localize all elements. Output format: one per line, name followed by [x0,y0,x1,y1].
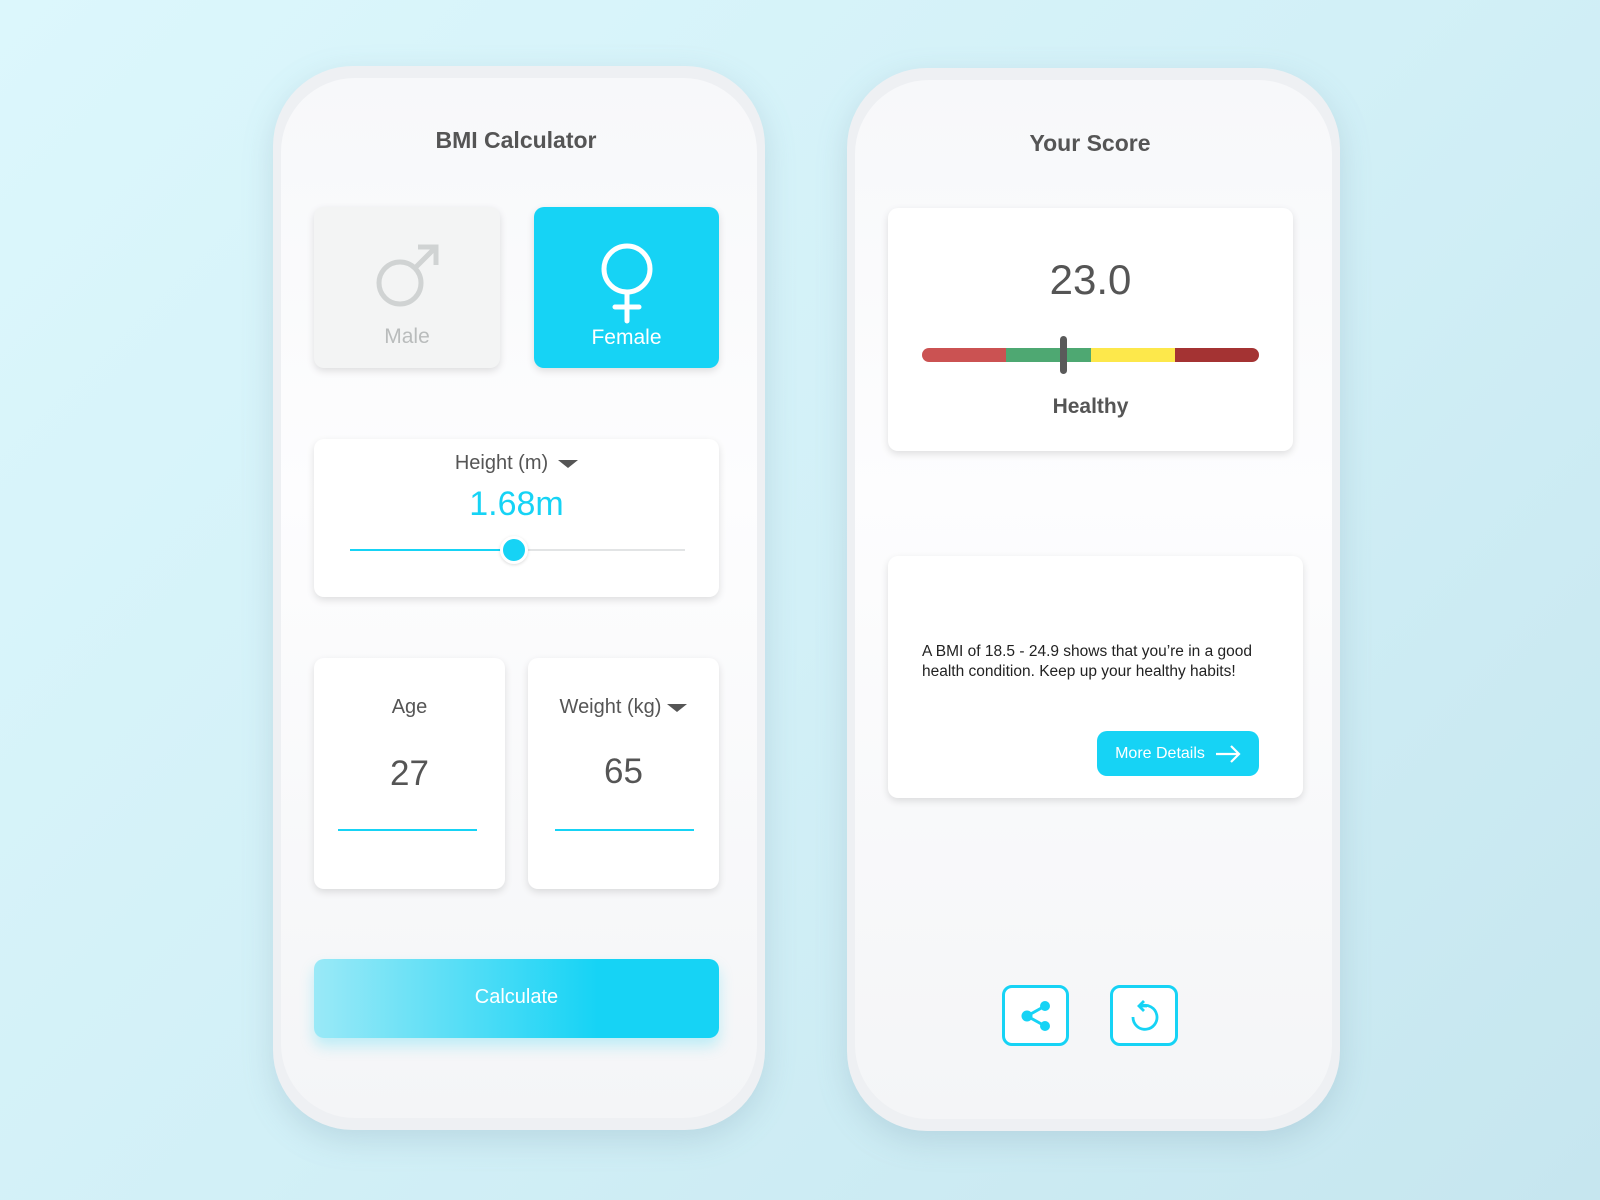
male-symbol-icon [376,244,439,307]
recalculate-button[interactable] [1110,985,1178,1046]
slider-thumb[interactable] [500,536,529,564]
height-value: 1.68m [469,485,564,523]
bmi-gauge [922,348,1259,362]
age-card[interactable]: Age 27 [314,658,505,889]
gauge-marker [1060,336,1068,374]
age-label: Age [391,696,428,718]
weight-unit-dropdown[interactable]: Weight (kg) [528,696,719,719]
gender-female-button[interactable]: Female [534,207,719,368]
gauge-segment-3 [1090,348,1175,362]
gender-male-button[interactable]: Male [314,207,500,368]
age-underline [338,829,477,831]
chevron-down-icon [558,459,579,468]
slider-fill [350,549,515,551]
calculate-button[interactable]: Calculate [314,959,719,1038]
more-details-label: More Details [1115,744,1205,762]
score-category: Healthy [1052,395,1129,418]
gauge-segment-2 [1006,348,1091,362]
weight-value[interactable]: 65 [604,752,643,791]
more-details-button[interactable]: More Details [1097,731,1259,776]
weight-label: Weight (kg) [559,696,662,718]
height-card: Height (m) 1.68m [314,439,719,597]
share-button[interactable] [1002,985,1069,1046]
calculate-label: Calculate [474,986,559,1008]
female-symbol-icon [601,243,653,324]
height-label: Height (m) [454,452,549,474]
chevron-down-icon [667,703,688,712]
result-title: Your Score [1029,130,1151,156]
score-card: 23.0 Healthy [888,208,1293,451]
gauge-segment-1 [922,348,1007,362]
share-icon [1021,1000,1050,1031]
bmi-description: A BMI of 18.5 - 24.9 shows that you’re i… [922,643,1253,680]
gauge-segment-4 [1174,348,1259,362]
refresh-icon [1131,999,1159,1031]
page-title: BMI Calculator [435,127,597,153]
weight-underline [555,829,694,831]
gender-female-label: Female [591,326,662,349]
info-card: A BMI of 18.5 - 24.9 shows that you’re i… [888,556,1303,798]
score-value: 23.0 [1049,256,1132,303]
height-unit-dropdown[interactable]: Height (m) [314,452,719,475]
arrow-right-icon [1215,744,1241,763]
weight-card[interactable]: Weight (kg) 65 [528,658,719,889]
age-value[interactable]: 27 [390,754,429,793]
gender-male-label: Male [384,325,430,348]
